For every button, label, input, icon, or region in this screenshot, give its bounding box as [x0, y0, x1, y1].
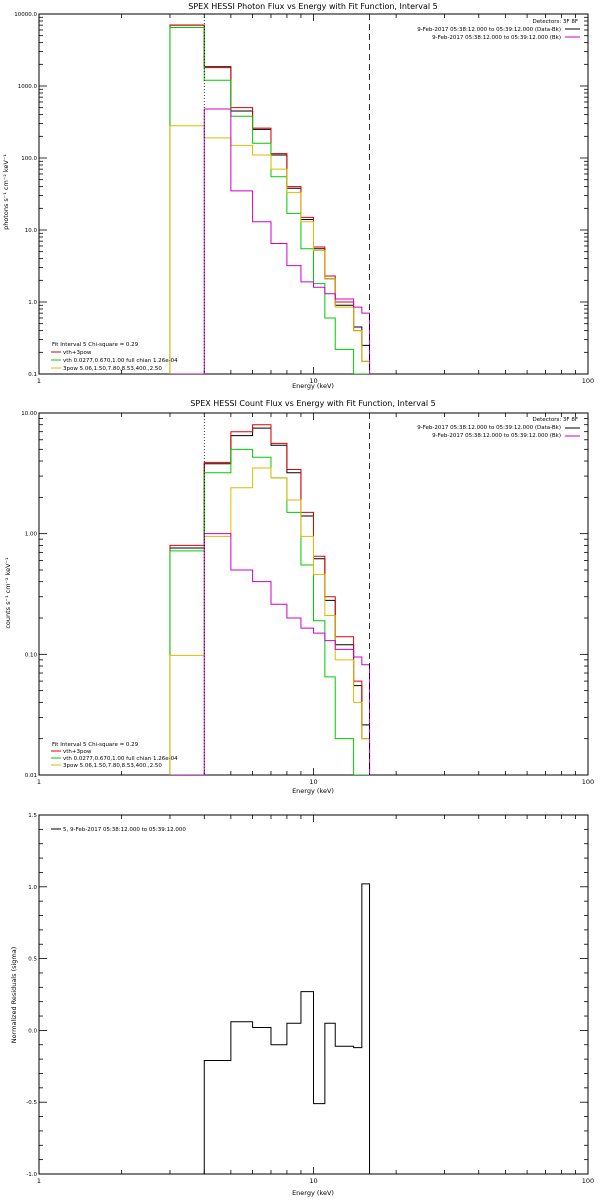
- x-axis-label: Energy (keV): [292, 382, 334, 390]
- y-tick-label: 100.0: [21, 156, 37, 162]
- x-tick-label: 1: [37, 778, 41, 786]
- y-tick-label: 10.0: [25, 228, 38, 234]
- y-axis-label: photons s⁻¹ cm⁻² keV⁻¹: [2, 154, 10, 230]
- fit-info-entry-3pow: 3pow 5.06,1.50,7.80,8.53,400.,2.50: [63, 763, 162, 769]
- plot-frame: [38, 13, 589, 375]
- x-tick-label: 100: [582, 377, 594, 385]
- series-line: [169, 26, 370, 374]
- y-tick-label: 1.0: [28, 300, 37, 306]
- x-tick-label: 100: [582, 778, 594, 786]
- chart-title: SPEX HESSI Count Flux vs Energy with Fit…: [190, 399, 435, 408]
- y-tick-label: -1.0: [26, 1172, 37, 1178]
- axes: 1 10 100 0.1 1.0 10.0 100.0 1000.0 10000.0: [14, 12, 594, 385]
- y-tick-label: 0.01: [25, 773, 37, 779]
- residuals-panel: 1 10 100-1.0-0.50.00.51.01.5 Energy (keV) …: [10, 813, 594, 1197]
- y-tick-label: 0.1: [28, 372, 37, 378]
- y-tick-label: 1.00: [25, 532, 38, 538]
- y-axis-label: Normalized Residuals (sigma): [10, 947, 18, 1044]
- y-tick-label: 1000.0: [18, 84, 38, 90]
- series-line: [169, 108, 371, 374]
- series-line: [169, 427, 371, 775]
- fit-info-entry-total: vth+3pow: [63, 350, 92, 356]
- fit-info-entry-total: vth+3pow: [63, 749, 92, 755]
- y-tick-label: 10000.0: [14, 12, 37, 18]
- detectors-heading: Detectors: 3F 8F: [532, 417, 578, 423]
- series-line: [169, 467, 371, 775]
- series-line: [169, 448, 370, 775]
- detectors-heading: Detectors: 3F 8F: [532, 19, 578, 25]
- fit-info-entry-vth: vth 0.0277,0.670,1.00 full chian 1.26e-0…: [63, 358, 178, 364]
- x-tick-label: 1: [37, 1177, 41, 1185]
- series-line: [169, 424, 371, 775]
- x-tick-label: 100: [582, 1177, 594, 1185]
- fit-info-header: Fit Interval 5 Chi-square = 0.29: [52, 742, 139, 748]
- count-flux-panel: SPEX HESSI Count Flux vs Energy with Fit…: [4, 399, 594, 795]
- x-tick-label: 1: [37, 377, 41, 385]
- y-tick-label: 1.5: [28, 813, 37, 819]
- x-tick-label: 10: [309, 377, 317, 385]
- axes: 1 10 100 0.01 0.10 1.00 10.00: [21, 411, 594, 786]
- x-axis-label: Energy (keV): [292, 1189, 334, 1197]
- y-tick-label: 10.00: [21, 411, 37, 417]
- y-axis-label: counts s⁻¹ cm⁻² keV⁻¹: [4, 557, 12, 629]
- fit-info-entry-3pow: 3pow 5.06,1.50,7.80,8.53,400.,2.50: [63, 366, 162, 372]
- y-tick-label: 0.5: [28, 957, 37, 963]
- y-tick-label: 1.0: [28, 885, 37, 891]
- fit-info-entry-vth: vth 0.0277,0.670,1.00 full chian 1.26e-0…: [63, 756, 178, 762]
- y-tick-label: 0.10: [25, 652, 38, 658]
- detectors-entry-data-bk: 9-Feb-2017 05:38:12.000 to 05:39:12.000 …: [417, 27, 561, 33]
- y-tick-label: -0.5: [26, 1100, 37, 1106]
- x-tick-label: 10: [309, 778, 317, 786]
- series-line: [169, 24, 371, 374]
- photon-flux-panel: SPEX HESSI Photon Flux vs Energy with Fi…: [2, 2, 594, 390]
- legend-entry: 5, 9-Feb-2017 05:38:12.000 to 05:39:12.0…: [63, 827, 186, 833]
- x-axis-label: Energy (keV): [292, 787, 334, 795]
- series-line: [169, 125, 371, 374]
- chart-title: SPEX HESSI Photon Flux vs Energy with Fi…: [188, 2, 438, 11]
- series-line: [203, 883, 371, 1174]
- series-line: [169, 533, 371, 775]
- axes: 1 10 100 -1.0 -0.5 0.0 0.5 1.0 1.5: [26, 813, 594, 1185]
- series-line: [169, 24, 371, 374]
- x-tick-label: 10: [309, 1177, 317, 1185]
- detectors-entry-bk: 9-Feb-2017 05:38:12.000 to 05:39:12.000 …: [432, 433, 561, 439]
- y-tick-label: 0.0: [28, 1028, 37, 1034]
- fit-info-header: Fit Interval 5 Chi-square = 0.29: [52, 342, 139, 348]
- detectors-entry-bk: 9-Feb-2017 05:38:12.000 to 05:39:12.000 …: [432, 35, 561, 41]
- detectors-entry-data-bk: 9-Feb-2017 05:38:12.000 to 05:39:12.000 …: [417, 425, 561, 431]
